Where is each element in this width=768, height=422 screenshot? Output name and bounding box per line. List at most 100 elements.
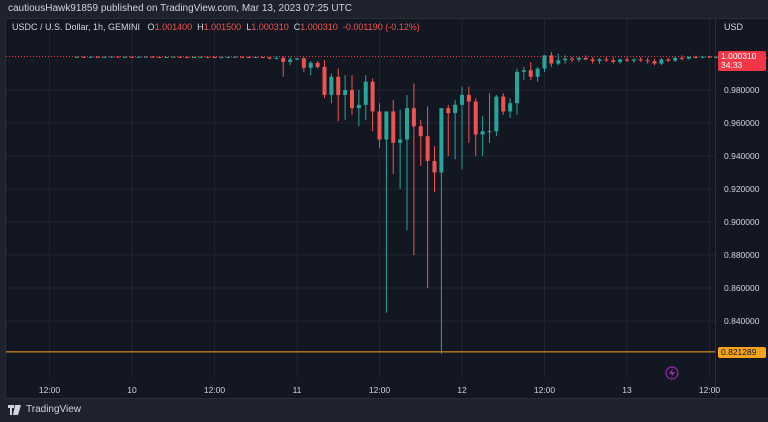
tradingview-brand[interactable]: TradingView	[8, 404, 81, 415]
candle-body	[673, 57, 678, 61]
candle-body	[652, 61, 657, 64]
candle-body	[686, 57, 691, 59]
tradingview-logo-icon	[8, 404, 21, 415]
candle-body	[542, 55, 547, 69]
candle-body	[95, 56, 100, 58]
change-value: -0.001190 (-0.12%)	[342, 22, 420, 32]
candle-body	[164, 57, 169, 58]
candle-body	[460, 94, 464, 105]
high-label: H	[197, 22, 204, 32]
candle-body	[473, 101, 478, 135]
candle-body	[597, 59, 602, 62]
high-value: 1.001500	[203, 22, 242, 32]
candle-body	[102, 56, 107, 58]
candle-body	[343, 90, 348, 95]
low-label: L	[246, 22, 252, 32]
candle-body	[185, 57, 189, 58]
candle-body	[570, 58, 574, 60]
chart-legend: USDC / U.S. Dollar, 1h, GEMINI O1.001400…	[12, 22, 420, 32]
candle-body	[198, 56, 203, 58]
candle-body	[171, 56, 176, 58]
candle-body	[411, 108, 416, 127]
candle-body	[439, 108, 444, 173]
candle-body	[432, 160, 437, 173]
close-value: 1.000310	[300, 22, 338, 32]
candle-body	[130, 56, 134, 58]
candle-body	[384, 111, 389, 140]
symbol-label: USDC / U.S. Dollar, 1h, GEMINI	[12, 22, 141, 32]
candle-body	[693, 57, 698, 58]
x-tick-label: 12:00	[39, 385, 61, 395]
candle-body	[707, 56, 712, 58]
candle-body	[336, 76, 341, 95]
candle-body	[494, 96, 499, 132]
candle-body	[590, 59, 595, 62]
published-caption: cautiousHawk91859 published on TradingVi…	[0, 0, 768, 18]
x-tick-label: 12:00	[699, 385, 721, 395]
x-tick-label: 12:00	[204, 385, 226, 395]
candle-body	[233, 56, 238, 58]
candle-body	[405, 108, 409, 140]
candle-body	[446, 108, 451, 114]
y-tick-label: 0.840000	[724, 316, 760, 326]
events-lightning-icon[interactable]	[665, 366, 679, 380]
candle-body	[466, 94, 471, 102]
chart-frame[interactable]	[5, 18, 716, 399]
currency-label: USD	[724, 22, 744, 32]
y-tick-label: 0.900000	[724, 217, 760, 227]
candle-body	[219, 57, 224, 59]
open-label: O	[147, 22, 155, 32]
candle-body	[618, 59, 623, 62]
candle-body	[425, 136, 430, 161]
last-price-value: 1.000310	[721, 51, 757, 62]
candle-body	[246, 57, 251, 58]
candle-body	[391, 111, 396, 143]
candle-body	[576, 57, 581, 60]
candle-body	[75, 56, 79, 58]
x-tick-label: 10	[127, 385, 137, 395]
candle-body	[363, 81, 368, 105]
y-tick-label: 0.940000	[724, 151, 760, 161]
candle-body	[700, 56, 705, 58]
x-tick-label: 11	[293, 385, 302, 395]
candle-body	[322, 66, 327, 95]
candle-body	[521, 70, 526, 72]
candle-body	[501, 96, 506, 112]
price-axis[interactable]	[716, 18, 768, 399]
candle-body	[315, 62, 320, 67]
open-value: 1.001400	[154, 22, 193, 32]
candle-body	[528, 70, 533, 77]
candle-body	[453, 104, 458, 114]
candle-body	[301, 58, 306, 68]
candle-body	[240, 56, 244, 58]
y-tick-label: 0.960000	[724, 118, 760, 128]
candle-body	[274, 57, 279, 59]
candle-body	[116, 56, 121, 58]
candle-body	[191, 57, 196, 58]
candle-body	[88, 56, 93, 58]
x-tick-label: 12:00	[534, 385, 556, 395]
candle-body	[398, 139, 403, 143]
y-tick-label: 0.880000	[724, 250, 760, 260]
candle-body	[611, 60, 616, 62]
candle-body	[377, 111, 382, 140]
candle-body	[143, 56, 148, 58]
y-tick-label: 0.980000	[724, 85, 760, 95]
candle-body	[295, 58, 299, 60]
candle-body	[631, 59, 636, 61]
candle-body	[535, 68, 540, 77]
candle-body	[714, 56, 719, 58]
close-label: C	[293, 22, 301, 32]
candle-body	[308, 62, 313, 68]
candle-body	[370, 81, 375, 112]
low-value: 1.000310	[251, 22, 289, 32]
candle-body	[583, 57, 588, 60]
candle-body	[480, 131, 485, 135]
tradingview-label: TradingView	[26, 404, 82, 415]
candle-body	[350, 90, 354, 109]
countdown-value: 34:33	[721, 60, 743, 71]
candle-body	[281, 57, 286, 62]
candle-body	[260, 57, 265, 58]
candle-body	[253, 57, 258, 58]
